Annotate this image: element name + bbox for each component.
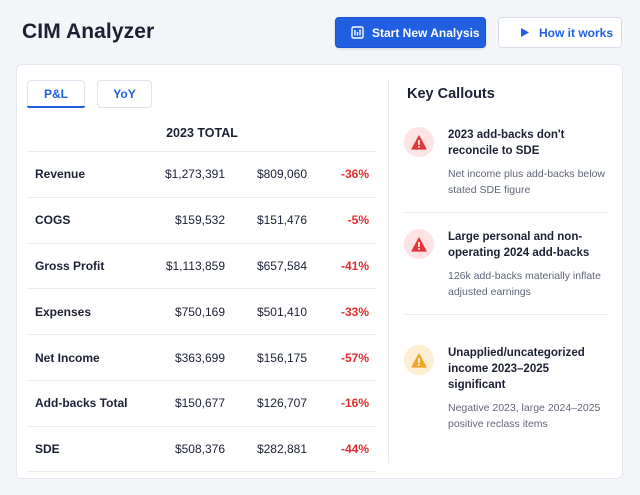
row-value-compare: $156,175 [256,350,307,365]
how-it-works-label: How it works [539,25,614,40]
callout-item[interactable]: 2023 add-backs don't reconcile to SDE Ne… [404,127,607,213]
row-change-pct: -36% [340,167,369,182]
row-label: Expenses [35,304,92,319]
row-change-pct: -57% [340,350,369,365]
table-row-cogs: COGS $159,532 $151,476 -5% [27,196,377,243]
row-label: Revenue [35,167,86,182]
row-label: Net Income [35,350,100,365]
callout-title: 2023 add-backs don't reconcile to SDE [448,129,565,157]
row-value-compare: $151,476 [256,213,307,228]
table-row-revenue: Revenue $1,273,391 $809,060 -36% [27,151,377,197]
row-value-compare: $501,410 [256,304,307,319]
start-new-analysis-label: Start New Analysis [372,25,480,40]
table-row-add-backs-total: Add-backs Total $150,677 $126,707 -16% [27,379,377,426]
view-tabs: P&L YoY [27,80,152,108]
warning-icon [404,345,434,375]
row-value-2023: $1,273,391 [164,167,225,182]
tab-pl-label: P&L [44,87,68,101]
row-value-2023: $159,532 [174,213,225,228]
warning-icon [404,229,434,259]
start-new-analysis-button[interactable]: Start New Analysis [335,17,486,48]
callout-item[interactable]: Large personal and non-operating 2024 ad… [404,229,607,315]
table-row-sde: SDE $508,376 $282,881 -44% [27,425,377,472]
row-value-2023: $363,699 [174,350,225,365]
row-value-2023: $1,113,859 [165,258,225,273]
table-title: 2023 TOTAL [166,126,238,140]
callout-description: Net income plus add-backs below stated S… [448,168,605,196]
row-value-2023: $150,677 [174,396,225,411]
tab-yoy-label: YoY [113,87,136,101]
table-row-expenses: Expenses $750,169 $501,410 -33% [27,288,377,334]
callout-title: Large personal and non-operating 2024 ad… [448,231,590,259]
callout-description: Negative 2023, large 2024–2025 positive … [448,402,601,430]
analysis-card: P&L YoY 2023 TOTAL Revenue $1,273,391 $8… [16,64,623,479]
row-value-2023: $508,376 [174,441,225,456]
row-change-pct: -5% [347,213,369,228]
row-value-compare: $657,584 [256,258,307,273]
warning-icon [404,127,434,157]
row-change-pct: -41% [340,258,369,273]
row-value-compare: $282,881 [256,441,307,456]
how-it-works-button[interactable]: How it works [498,17,622,48]
document-chart-icon [350,26,364,40]
row-value-compare: $126,707 [256,396,307,411]
row-change-pct: -33% [340,304,369,319]
table-row-gross-profit: Gross Profit $1,113,859 $657,584 -41% [27,242,377,289]
row-value-compare: $809,060 [256,167,307,182]
row-change-pct: -16% [340,396,369,411]
row-label: Add-backs Total [35,396,128,411]
pl-table: Revenue $1,273,391 $809,060 -36% COGS $1… [27,151,377,472]
tab-pl[interactable]: P&L [27,80,85,108]
tab-yoy[interactable]: YoY [97,80,152,108]
callout-description: 126k add-backs materially inflate adjust… [448,270,601,298]
row-label: COGS [35,213,71,228]
row-value-2023: $750,169 [174,304,225,319]
callout-item[interactable]: Unapplied/uncategorized income 2023–2025… [404,345,607,446]
row-label: SDE [35,441,60,456]
play-icon [517,26,531,40]
callouts-title: Key Callouts [407,86,495,102]
callout-title: Unapplied/uncategorized income 2023–2025… [448,347,585,391]
row-label: Gross Profit [35,258,105,273]
app-title: CIM Analyzer [22,20,155,43]
row-change-pct: -44% [340,441,369,456]
column-divider [388,80,389,463]
table-row-net-income: Net Income $363,699 $156,175 -57% [27,334,377,380]
